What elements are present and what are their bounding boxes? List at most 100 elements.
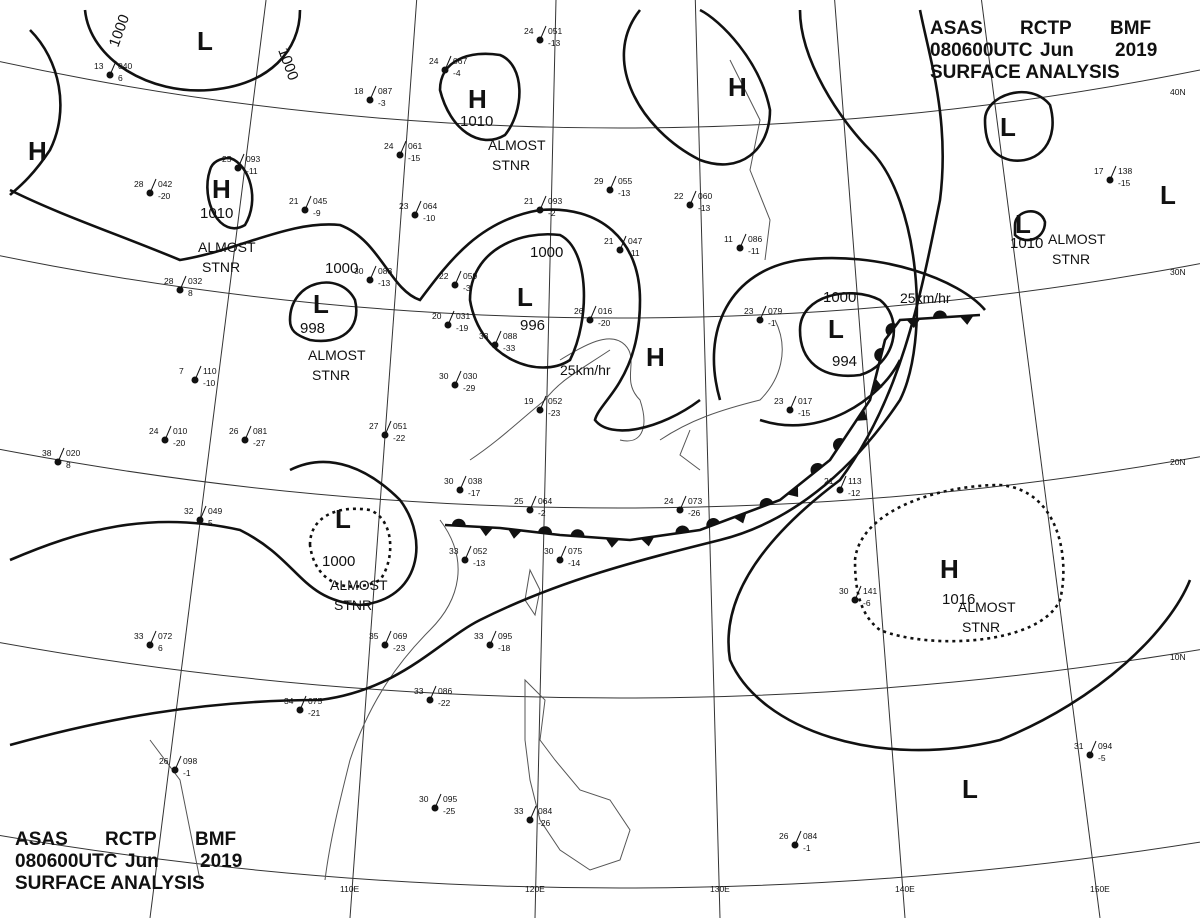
station-temperature: 24 xyxy=(664,496,674,506)
wind-barb xyxy=(447,310,455,326)
station-tendency: 6 xyxy=(158,643,163,653)
coastline xyxy=(524,568,541,617)
warm-symbol xyxy=(874,348,883,362)
station-tendency: 5 xyxy=(208,518,213,528)
station-temperature: 33 xyxy=(134,631,144,641)
warm-symbol xyxy=(885,323,897,336)
station-temperature: 18 xyxy=(354,86,364,96)
motion-note: STNR xyxy=(334,597,372,613)
header-text: Jun xyxy=(125,851,159,872)
header-text: BMF xyxy=(195,829,236,850)
wind-barb xyxy=(149,178,157,194)
station-tendency: -22 xyxy=(393,433,406,443)
station-temperature: 19 xyxy=(524,396,534,406)
header-text: ASAS xyxy=(15,829,68,850)
wind-barb xyxy=(789,395,797,411)
isobar-label: 1000 xyxy=(823,289,856,306)
station-pressure: 061 xyxy=(408,141,422,151)
low-pressure-center: L xyxy=(517,282,533,312)
movement-label: 25km/hr xyxy=(900,290,951,306)
station-tendency: -11 xyxy=(246,166,258,176)
station-temperature: 21 xyxy=(524,196,534,206)
isobar xyxy=(9,188,701,432)
station-tendency: -13 xyxy=(548,38,561,48)
station-temperature: 11 xyxy=(724,234,733,244)
station-temperature: 26 xyxy=(574,306,584,316)
header-text: 080600UTC xyxy=(930,40,1033,61)
header-text: 2019 xyxy=(200,851,242,872)
station-pressure: 086 xyxy=(438,686,452,696)
station-tendency: -1 xyxy=(803,843,811,853)
wind-barb xyxy=(489,630,497,646)
station-pressure: 095 xyxy=(443,794,457,804)
front-line xyxy=(444,313,981,542)
station-tendency: -2 xyxy=(538,508,546,518)
station-pressure: 094 xyxy=(1098,741,1112,751)
cold-symbol xyxy=(959,315,974,325)
station-temperature: 25 xyxy=(514,496,524,506)
station-tendency: 6 xyxy=(118,73,123,83)
station-temperature: 26 xyxy=(779,831,789,841)
station-temperature: 21 xyxy=(289,196,299,206)
coastlines xyxy=(149,59,783,881)
motion-note: STNR xyxy=(312,367,350,383)
station-temperature: 20 xyxy=(432,311,442,321)
station-pressure: 017 xyxy=(798,396,812,406)
isobar xyxy=(9,460,418,607)
high-pressure-center: H xyxy=(28,136,47,166)
station-temperature: 7 xyxy=(179,366,184,376)
station-tendency: -13 xyxy=(698,203,711,213)
station-pressure: 095 xyxy=(498,631,512,641)
meridian xyxy=(980,0,1101,918)
station-temperature: 22 xyxy=(439,271,449,281)
station-pressure: 138 xyxy=(1118,166,1132,176)
wind-barb xyxy=(539,195,547,211)
station-tendency: -11 xyxy=(628,248,640,258)
station-tendency: -18 xyxy=(498,643,511,653)
motion-note: ALMOST xyxy=(308,347,366,363)
station-tendency: -20 xyxy=(158,191,171,201)
station-pressure: 081 xyxy=(253,426,267,436)
header-text: 080600UTC xyxy=(15,851,118,872)
station-tendency: -13 xyxy=(473,558,486,568)
station-pressure: 051 xyxy=(393,421,407,431)
wind-barb xyxy=(369,265,377,281)
wind-barb xyxy=(1109,165,1117,181)
station-pressure: 069 xyxy=(393,631,407,641)
wind-barb xyxy=(459,475,467,491)
station-pressure: 047 xyxy=(628,236,642,246)
station-tendency: -23 xyxy=(548,408,561,418)
wind-barb xyxy=(454,270,462,286)
header-text: RCTP xyxy=(1020,18,1072,39)
station-temperature: 30 xyxy=(354,266,364,276)
station-pressure: 052 xyxy=(548,396,562,406)
wind-barb xyxy=(464,545,472,561)
station-tendency: -15 xyxy=(1118,178,1131,188)
motion-note: STNR xyxy=(1052,251,1090,267)
high-pressure-center: H xyxy=(728,72,747,102)
station-tendency: -3 xyxy=(463,283,471,293)
isobar xyxy=(712,256,986,427)
longitude-label: 130E xyxy=(710,884,730,894)
station-tendency: -29 xyxy=(463,383,476,393)
station-pressure: 093 xyxy=(548,196,562,206)
coastline xyxy=(149,519,459,881)
header-text: SURFACE ANALYSIS xyxy=(930,62,1120,83)
station-pressure: 059 xyxy=(463,271,477,281)
station-tendency: -3 xyxy=(378,98,386,108)
station-pressure: 093 xyxy=(246,154,260,164)
wind-barb xyxy=(529,495,537,511)
motion-note: ALMOST xyxy=(330,577,388,593)
wind-barb xyxy=(194,365,202,381)
header-text: Jun xyxy=(1040,40,1074,61)
station-tendency: -1 xyxy=(183,768,191,778)
wind-barb xyxy=(237,153,245,169)
wind-barb xyxy=(494,330,502,346)
station-tendency: -27 xyxy=(253,438,266,448)
station-tendency: -13 xyxy=(378,278,391,288)
station-pressure: 064 xyxy=(423,201,437,211)
wind-barb xyxy=(1089,740,1097,756)
wind-barb xyxy=(539,395,547,411)
isobar xyxy=(9,29,62,196)
